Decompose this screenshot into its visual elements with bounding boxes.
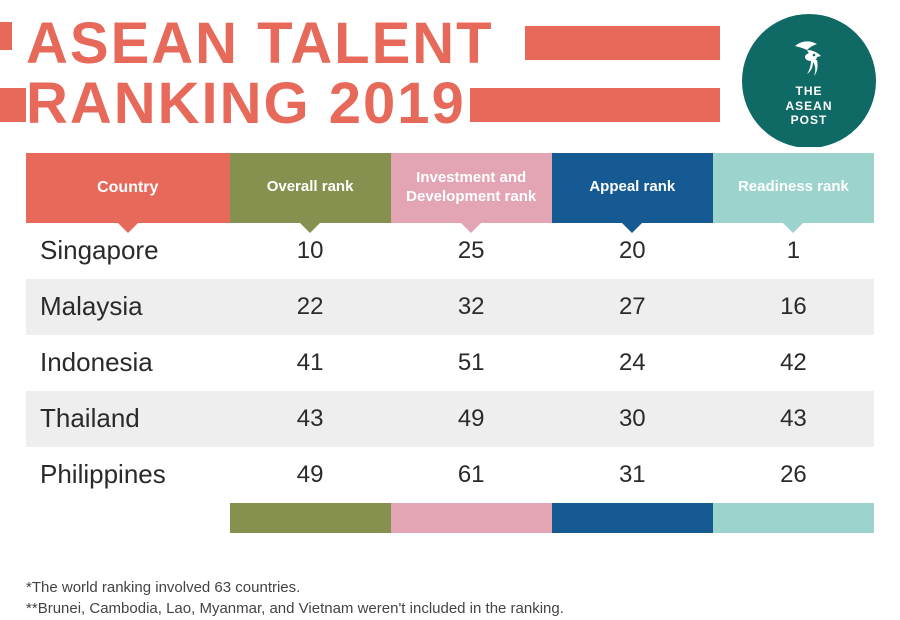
footer-cell: [713, 503, 874, 533]
cell-value: 31: [552, 447, 713, 503]
cell-value: 61: [391, 447, 552, 503]
notch-icon: [781, 221, 805, 233]
cell-value: 27: [552, 279, 713, 335]
ranking-table-wrap: Country Overall rank Investment and Deve…: [26, 153, 874, 533]
footnote-1: The world ranking involved 63 countries.: [26, 577, 874, 599]
col-header-appeal: Appeal rank: [552, 153, 713, 223]
logo-text: THE ASEAN POST: [785, 84, 832, 127]
title-line-1: ASEAN TALENT: [26, 14, 494, 74]
cell-value: 49: [230, 447, 391, 503]
publisher-logo: THE ASEAN POST: [742, 14, 876, 147]
footer-cell: [26, 503, 230, 533]
cell-country: Malaysia: [26, 279, 230, 335]
cell-value: 43: [713, 391, 874, 447]
accent-bar: [0, 88, 26, 122]
cell-value: 26: [713, 447, 874, 503]
cell-value: 16: [713, 279, 874, 335]
accent-bar: [470, 88, 720, 122]
footer-cell: [391, 503, 552, 533]
table-row: Singapore1025201: [26, 223, 874, 279]
table-row: Malaysia22322716: [26, 279, 874, 335]
cell-value: 43: [230, 391, 391, 447]
ranking-table: Country Overall rank Investment and Deve…: [26, 153, 874, 533]
cell-value: 32: [391, 279, 552, 335]
cell-value: 49: [391, 391, 552, 447]
notch-icon: [620, 221, 644, 233]
notch-icon: [116, 221, 140, 233]
table-row: Philippines49613126: [26, 447, 874, 503]
footnote-2: Brunei, Cambodia, Lao, Myanmar, and Viet…: [26, 598, 874, 620]
cell-value: 42: [713, 335, 874, 391]
table-header-row: Country Overall rank Investment and Deve…: [26, 153, 874, 223]
table-body: Singapore1025201Malaysia22322716Indonesi…: [26, 223, 874, 503]
footer-cell: [552, 503, 713, 533]
title-line-2: RANKING 2019: [26, 74, 494, 134]
accent-bar: [0, 22, 12, 50]
cell-value: 24: [552, 335, 713, 391]
table-footer-row: [26, 503, 874, 533]
page-title: ASEAN TALENT RANKING 2019: [26, 14, 494, 135]
cell-value: 51: [391, 335, 552, 391]
cell-country: Thailand: [26, 391, 230, 447]
col-header-investment: Investment and Development rank: [391, 153, 552, 223]
header: ASEAN TALENT RANKING 2019 THE ASEAN POST: [0, 0, 900, 147]
col-header-readiness: Readiness rank: [713, 153, 874, 223]
notch-icon: [298, 221, 322, 233]
col-header-overall: Overall rank: [230, 153, 391, 223]
footer-cell: [230, 503, 391, 533]
table-row: Thailand43493043: [26, 391, 874, 447]
cell-value: 30: [552, 391, 713, 447]
cell-value: 41: [230, 335, 391, 391]
hummingbird-icon: [781, 34, 837, 80]
footnotes: The world ranking involved 63 countries.…: [26, 577, 874, 620]
table-row: Indonesia41512442: [26, 335, 874, 391]
cell-country: Philippines: [26, 447, 230, 503]
accent-bar: [525, 26, 720, 60]
cell-country: Indonesia: [26, 335, 230, 391]
notch-icon: [459, 221, 483, 233]
col-header-country: Country: [26, 153, 230, 223]
cell-value: 22: [230, 279, 391, 335]
